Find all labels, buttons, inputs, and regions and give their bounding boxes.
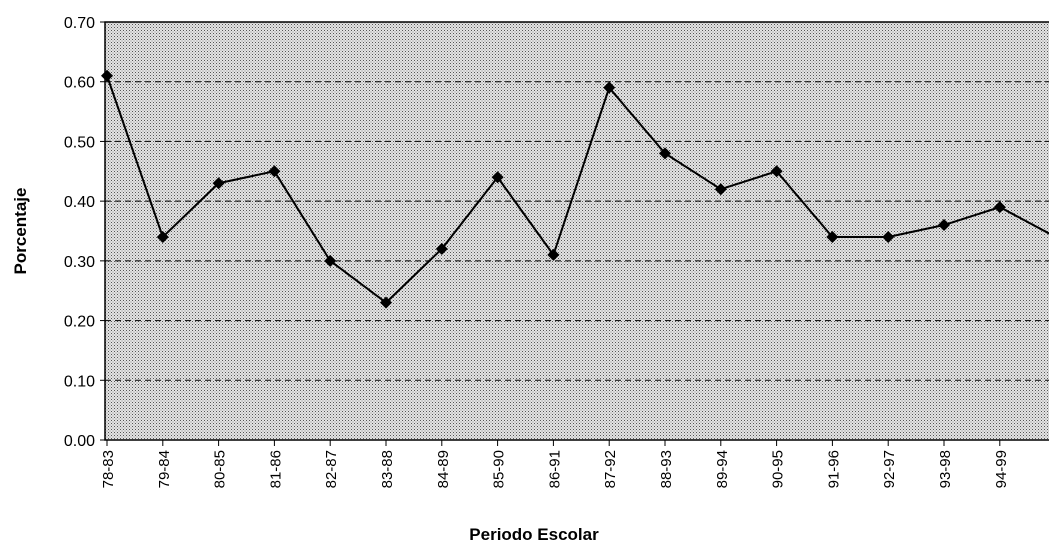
marker [491, 171, 504, 184]
y-tick-label: 0.10 [64, 373, 95, 390]
marker [324, 254, 337, 267]
marker [938, 219, 950, 232]
y-tick-label: 0.40 [64, 194, 95, 211]
x-tick-label: 93-98 [937, 450, 954, 488]
marker [993, 201, 1006, 214]
marker [659, 147, 671, 160]
x-tick-label: 81-86 [267, 450, 284, 488]
x-axis-label: Periodo Escolar [469, 525, 599, 544]
marker [156, 230, 169, 243]
x-tick-label: 85-90 [491, 450, 508, 488]
x-tick-label: 84-89 [435, 450, 452, 488]
x-tick-label: 89-94 [714, 450, 731, 488]
y-tick-label: 0.00 [64, 433, 95, 450]
marker [826, 230, 839, 243]
marker [268, 165, 281, 178]
x-tick-label: 90-95 [770, 450, 787, 488]
line [106, 75, 1049, 304]
x-tick-label: 83-88 [379, 450, 396, 488]
marker [380, 296, 392, 309]
x-tick-label: 82-87 [323, 450, 340, 488]
x-tick-label: 88-93 [658, 450, 675, 488]
marker [882, 230, 895, 243]
y-tick-label: 0.60 [64, 75, 95, 92]
x-tick-label: 87-92 [602, 450, 619, 488]
x-tick-label: 92-97 [881, 450, 898, 488]
marker [714, 183, 727, 196]
marker [212, 177, 225, 190]
y-tick-label: 0.30 [64, 254, 95, 271]
y-tick-label: 0.50 [64, 134, 95, 151]
x-tick-label: 79-84 [156, 450, 173, 488]
y-tick-label: 0.20 [64, 314, 95, 331]
marker [603, 81, 616, 94]
marker [547, 248, 560, 261]
marker [101, 69, 113, 82]
x-tick-label: 94-99 [993, 450, 1010, 488]
y-axis-label: Porcentaje [11, 188, 30, 275]
marker [435, 242, 448, 255]
x-tick-label: 91-96 [825, 450, 842, 488]
x-tick-label: 78-83 [100, 450, 117, 488]
x-tick-label: 80-85 [212, 450, 229, 488]
x-tick-label: 86-91 [546, 450, 563, 488]
marker [770, 165, 783, 178]
plot-area [104, 21, 1049, 441]
y-tick-label: 0.70 [64, 15, 95, 32]
